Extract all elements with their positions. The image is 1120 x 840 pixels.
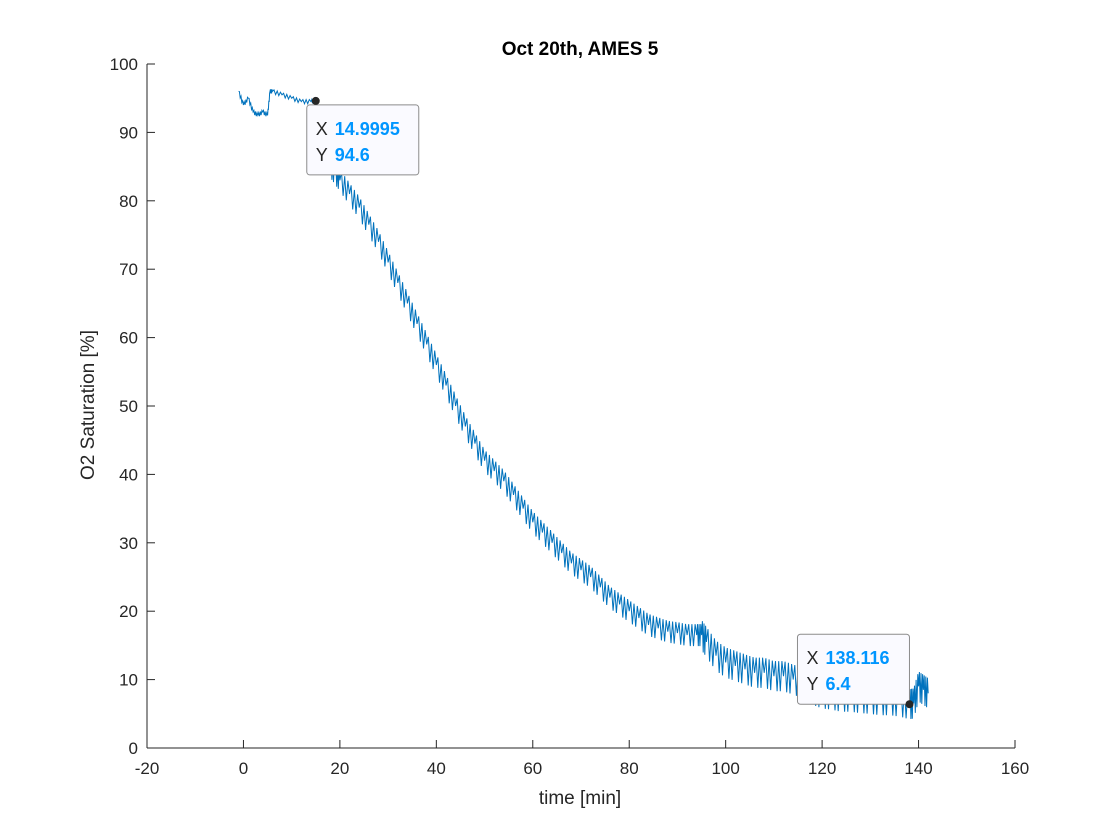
y-tick-label: 60 — [119, 329, 138, 348]
y-tick-label: 30 — [119, 534, 138, 553]
datatip-x-value: 14.9995 — [335, 119, 400, 139]
datatip-marker[interactable] — [311, 96, 320, 105]
x-tick-label: 160 — [1001, 759, 1029, 778]
plot-area — [238, 89, 929, 720]
datatip-y-key: Y — [806, 674, 818, 694]
datatip-y-key: Y — [316, 145, 328, 165]
x-tick-label: -20 — [135, 759, 160, 778]
x-tick-label: 100 — [711, 759, 739, 778]
y-tick-label: 90 — [119, 123, 138, 142]
y-axis-label: O2 Saturation [%] — [78, 330, 99, 480]
datatip-x-key: X — [316, 119, 328, 139]
series-line-1 — [238, 89, 929, 720]
x-tick-label: 40 — [427, 759, 446, 778]
axes: -20 0 20 40 60 80 100 120 140 1600102030405060708… — [110, 55, 1030, 778]
y-tick-label: 100 — [110, 55, 138, 74]
datatip-x-key: X — [806, 648, 818, 668]
x-tick-label: 120 — [808, 759, 836, 778]
datatips[interactable]: X 14.9995 Y 94.6 X 138.116 Y 6.4 — [306, 96, 914, 709]
y-tick-label: 0 — [129, 739, 138, 758]
y-tick-label: 80 — [119, 192, 138, 211]
x-tick-label: 140 — [904, 759, 932, 778]
datatip-y-value: 94.6 — [335, 145, 370, 165]
datatip-y-value: 6.4 — [825, 674, 850, 694]
datatip-box — [796, 633, 910, 705]
datatip-1[interactable]: X 14.9995 Y 94.6 — [306, 96, 420, 176]
x-tick-label: 60 — [523, 759, 542, 778]
y-tick-label: 40 — [119, 465, 138, 484]
y-tick-label: 20 — [119, 602, 138, 621]
y-tick-label: 50 — [119, 397, 138, 416]
datatip-box — [306, 104, 420, 176]
datatip-marker[interactable] — [905, 700, 914, 709]
x-tick-label: 20 — [330, 759, 349, 778]
x-tick-label: 80 — [620, 759, 639, 778]
x-tick-label: 0 — [239, 759, 248, 778]
datatip-2[interactable]: X 138.116 Y 6.4 — [796, 633, 914, 709]
datatip-x-value: 138.116 — [825, 648, 889, 668]
y-tick-label: 70 — [119, 260, 138, 279]
y-tick-label: 10 — [119, 671, 138, 690]
x-axis-label: time [min] — [539, 788, 621, 809]
chart-title: Oct 20th, AMES 5 — [502, 39, 659, 60]
